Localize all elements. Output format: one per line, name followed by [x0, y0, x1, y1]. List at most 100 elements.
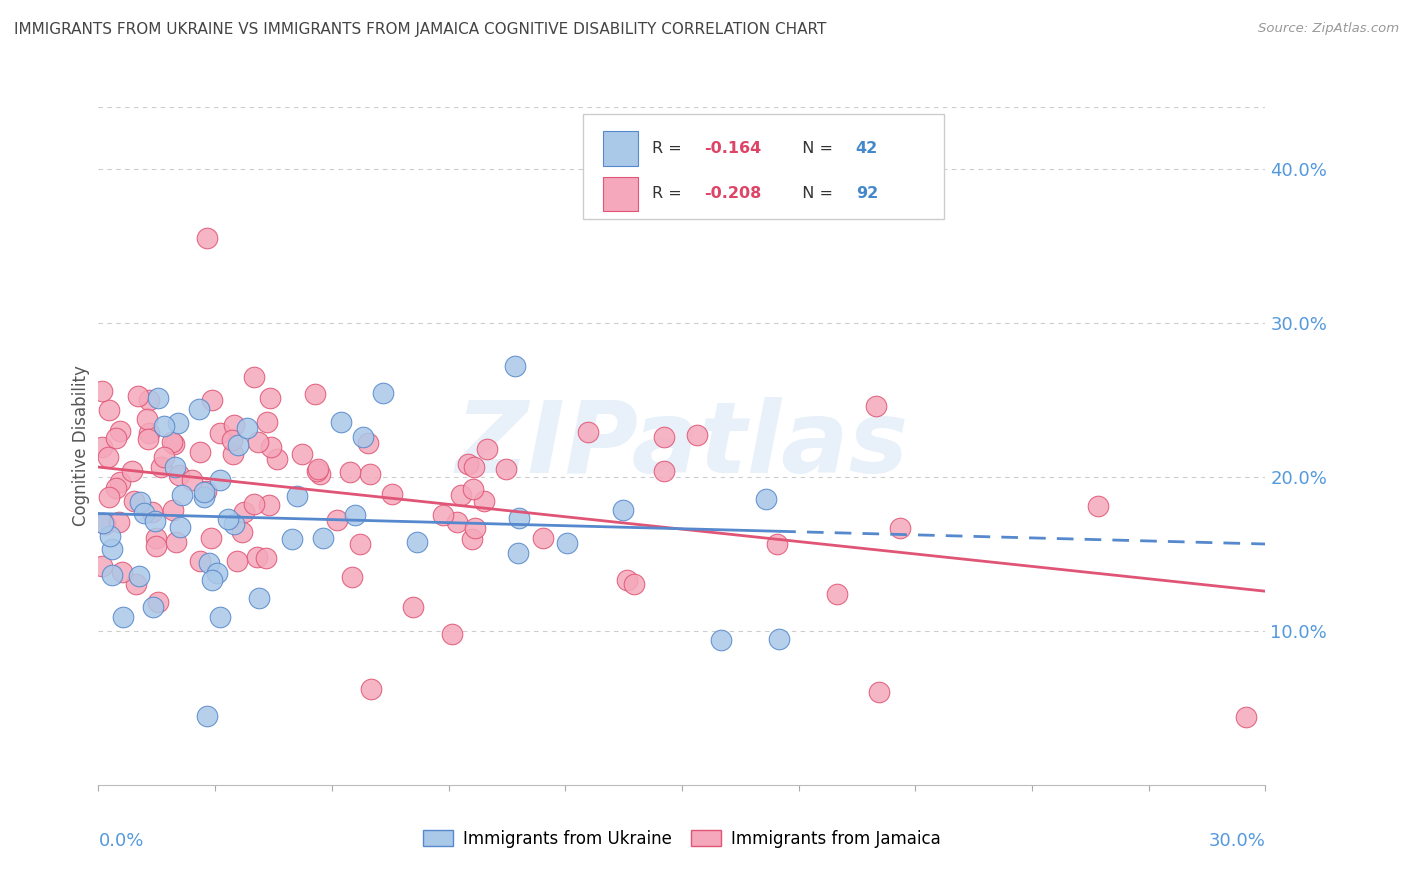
Point	[200, 531, 222, 545]
Text: 92: 92	[856, 186, 877, 202]
Point	[136, 412, 159, 426]
Point	[360, 681, 382, 696]
Point	[768, 632, 790, 646]
Point	[221, 433, 243, 447]
Point	[146, 391, 169, 405]
Point	[195, 484, 218, 499]
Point	[149, 459, 172, 474]
Point	[343, 508, 366, 522]
Point	[257, 498, 280, 512]
Point	[91, 384, 114, 398]
Point	[1234, 710, 1257, 724]
Point	[475, 442, 498, 457]
Point	[233, 505, 256, 519]
Point	[122, 494, 145, 508]
Point	[208, 426, 231, 441]
Point	[755, 492, 778, 507]
Point	[108, 515, 131, 529]
Point	[312, 532, 335, 546]
Point	[652, 430, 675, 444]
Point	[181, 473, 204, 487]
Point	[243, 369, 266, 384]
Text: R =: R =	[651, 186, 686, 202]
Point	[710, 633, 733, 648]
Point	[163, 437, 186, 451]
Point	[576, 425, 599, 439]
Point	[825, 587, 848, 601]
Point	[865, 399, 887, 413]
Point	[464, 520, 486, 534]
Point	[209, 473, 232, 487]
Point	[440, 627, 463, 641]
Point	[889, 521, 911, 535]
Point	[623, 577, 645, 591]
Text: 42: 42	[856, 141, 877, 156]
Point	[195, 708, 218, 723]
FancyBboxPatch shape	[603, 131, 637, 166]
Point	[121, 464, 143, 478]
Text: Source: ZipAtlas.com: Source: ZipAtlas.com	[1258, 22, 1399, 36]
Point	[193, 485, 215, 500]
Point	[259, 391, 281, 405]
Point	[463, 483, 485, 497]
Point	[446, 515, 468, 529]
Point	[495, 461, 517, 475]
Point	[146, 595, 169, 609]
Point	[287, 489, 309, 503]
Text: 30.0%: 30.0%	[1209, 832, 1265, 850]
Point	[205, 566, 228, 580]
Point	[304, 386, 326, 401]
Point	[111, 565, 134, 579]
Point	[97, 403, 120, 417]
Point	[94, 516, 117, 531]
Point	[138, 426, 160, 441]
Point	[208, 609, 231, 624]
Point	[330, 415, 353, 429]
Point	[401, 600, 423, 615]
FancyBboxPatch shape	[582, 114, 945, 219]
Point	[508, 511, 530, 525]
Point	[1087, 499, 1109, 513]
Point	[359, 467, 381, 481]
Point	[307, 464, 329, 478]
Text: -0.164: -0.164	[704, 141, 761, 156]
Point	[162, 435, 184, 450]
Point	[236, 420, 259, 434]
Point	[165, 534, 187, 549]
Point	[138, 393, 160, 408]
Text: ZIPatlas: ZIPatlas	[456, 398, 908, 494]
Point	[110, 475, 132, 490]
Point	[91, 516, 114, 530]
Point	[127, 389, 149, 403]
Point	[145, 539, 167, 553]
Point	[167, 417, 190, 431]
Point	[98, 490, 121, 504]
Point	[141, 505, 163, 519]
Point	[307, 462, 329, 476]
Point	[91, 559, 114, 574]
Point	[104, 431, 127, 445]
Point	[201, 392, 224, 407]
Point	[96, 450, 118, 465]
Point	[193, 490, 215, 504]
Point	[125, 576, 148, 591]
Point	[136, 432, 159, 446]
Text: -0.208: -0.208	[704, 186, 761, 202]
Point	[195, 231, 218, 245]
Point	[188, 445, 211, 459]
Point	[172, 488, 194, 502]
Text: R =: R =	[651, 141, 686, 156]
Point	[222, 447, 245, 461]
Point	[243, 497, 266, 511]
Point	[134, 506, 156, 520]
Point	[224, 417, 246, 432]
Point	[352, 430, 374, 444]
Point	[167, 468, 190, 483]
Point	[100, 542, 122, 557]
Point	[450, 488, 472, 502]
Point	[142, 600, 165, 615]
Point	[201, 574, 224, 588]
Point	[188, 402, 211, 417]
Point	[339, 465, 361, 479]
Point	[98, 529, 121, 543]
